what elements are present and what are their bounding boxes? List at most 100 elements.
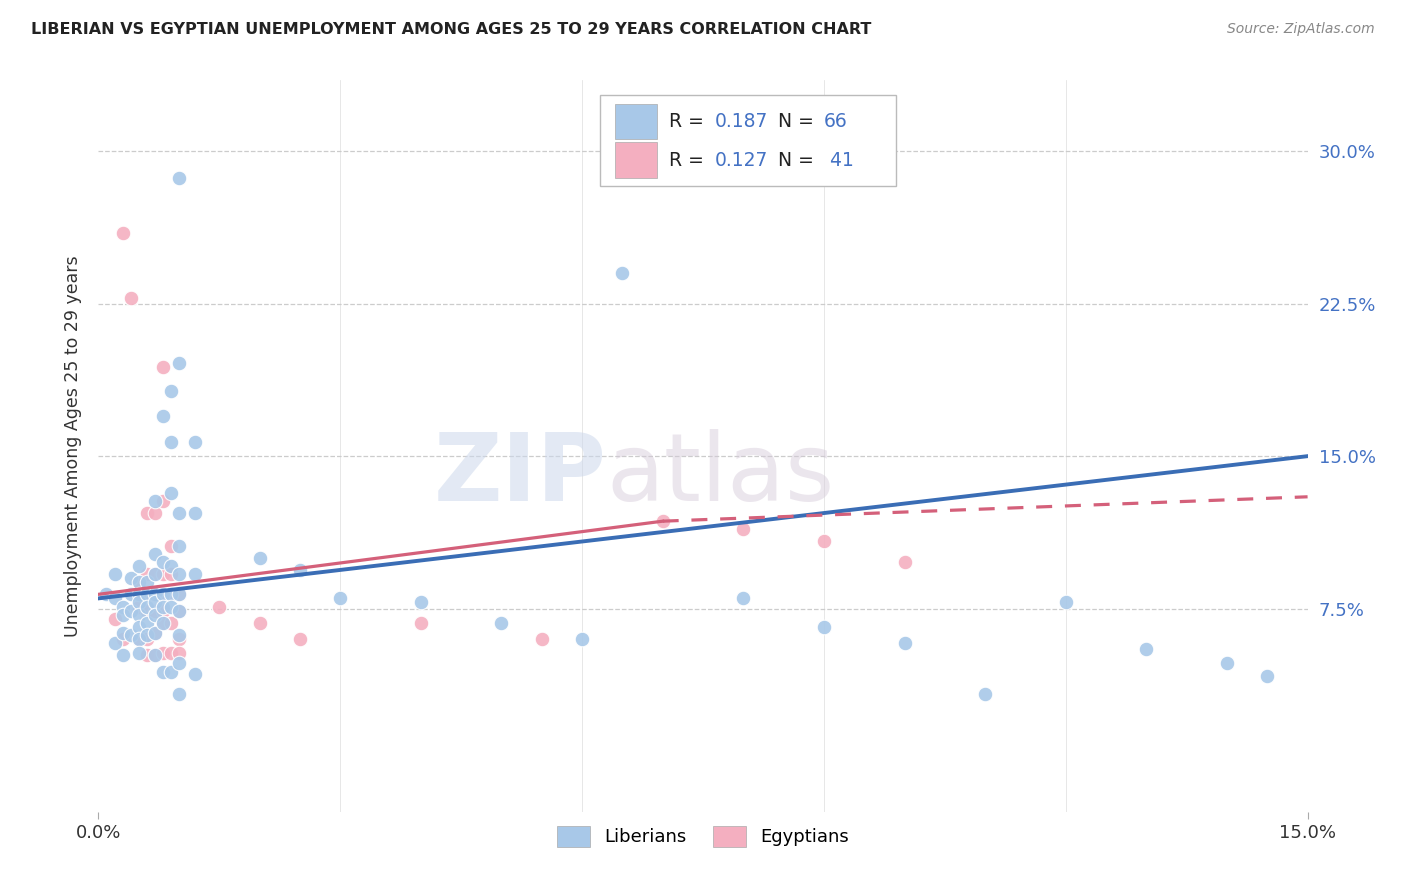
Point (120, 628, 142, 642)
Point (184, 567, 207, 582)
Point (135, 615, 157, 630)
Point (288, 563, 311, 577)
Point (167, 170, 190, 185)
Point (111, 626, 134, 640)
Point (160, 587, 183, 601)
Point (651, 514, 673, 528)
Point (152, 615, 174, 630)
Point (135, 632, 157, 646)
Point (128, 632, 150, 646)
Point (152, 587, 174, 601)
Text: ZIP: ZIP (433, 429, 606, 521)
Point (135, 587, 157, 601)
Point (143, 567, 166, 582)
Point (143, 604, 166, 618)
Point (96, 587, 118, 601)
Point (128, 587, 150, 601)
Point (143, 506, 166, 520)
Point (1135, 642, 1157, 657)
Y-axis label: Unemployment Among Ages 25 to 29 years: Unemployment Among Ages 25 to 29 years (65, 255, 83, 637)
Point (152, 665, 174, 679)
Point (143, 626, 166, 640)
Point (160, 539, 183, 553)
Point (128, 620, 150, 634)
Point (128, 558, 150, 573)
Text: LIBERIAN VS EGYPTIAN UNEMPLOYMENT AMONG AGES 25 TO 29 YEARS CORRELATION CHART: LIBERIAN VS EGYPTIAN UNEMPLOYMENT AMONG … (31, 22, 872, 37)
Text: R =: R = (669, 151, 710, 169)
Point (167, 687, 190, 701)
Point (152, 646, 174, 660)
Point (128, 575, 150, 590)
Point (152, 604, 174, 618)
Point (111, 648, 134, 663)
Point (135, 599, 157, 614)
Point (329, 591, 352, 606)
Point (167, 604, 190, 618)
Point (128, 646, 150, 660)
Point (167, 628, 190, 642)
Point (120, 604, 142, 618)
Point (143, 587, 166, 601)
Point (491, 615, 513, 630)
Point (167, 567, 190, 582)
Point (167, 587, 190, 601)
Point (143, 626, 166, 640)
Point (111, 607, 134, 622)
Text: 66: 66 (824, 112, 848, 131)
Point (530, 632, 553, 646)
Point (160, 567, 183, 582)
Text: N =: N = (778, 112, 820, 131)
Point (893, 555, 915, 569)
Point (128, 607, 150, 622)
Point (152, 555, 174, 569)
Point (571, 632, 593, 646)
Point (167, 604, 190, 618)
Point (143, 607, 166, 622)
Point (160, 615, 183, 630)
Point (152, 409, 174, 423)
Point (143, 648, 166, 663)
Text: N =: N = (778, 151, 820, 169)
Point (167, 506, 190, 520)
Point (974, 687, 997, 701)
Point (135, 567, 157, 582)
Point (120, 571, 142, 585)
Point (135, 604, 157, 618)
Point (160, 587, 183, 601)
Legend: Liberians, Egyptians: Liberians, Egyptians (550, 819, 856, 854)
Point (1256, 668, 1278, 682)
Point (409, 615, 432, 630)
Point (813, 620, 835, 634)
Point (160, 434, 183, 449)
Point (1216, 657, 1239, 671)
Point (184, 506, 207, 520)
Point (135, 506, 157, 520)
Point (135, 648, 157, 663)
Point (128, 632, 150, 646)
Point (184, 434, 207, 449)
Point (152, 599, 174, 614)
Point (167, 646, 190, 660)
Point (893, 636, 915, 650)
Point (143, 587, 166, 601)
Point (167, 356, 190, 370)
Point (167, 657, 190, 671)
Point (152, 587, 174, 601)
Point (152, 567, 174, 582)
Point (208, 599, 231, 614)
Text: R =: R = (669, 112, 710, 131)
Text: atlas: atlas (606, 429, 835, 521)
Point (160, 384, 183, 399)
Point (135, 628, 157, 642)
Point (167, 539, 190, 553)
Point (103, 591, 125, 606)
Point (120, 291, 142, 305)
FancyBboxPatch shape (600, 95, 897, 186)
Point (160, 599, 183, 614)
Point (409, 595, 432, 609)
Point (152, 494, 174, 508)
Point (160, 646, 183, 660)
Point (184, 666, 207, 681)
Point (813, 534, 835, 549)
Point (152, 359, 174, 374)
